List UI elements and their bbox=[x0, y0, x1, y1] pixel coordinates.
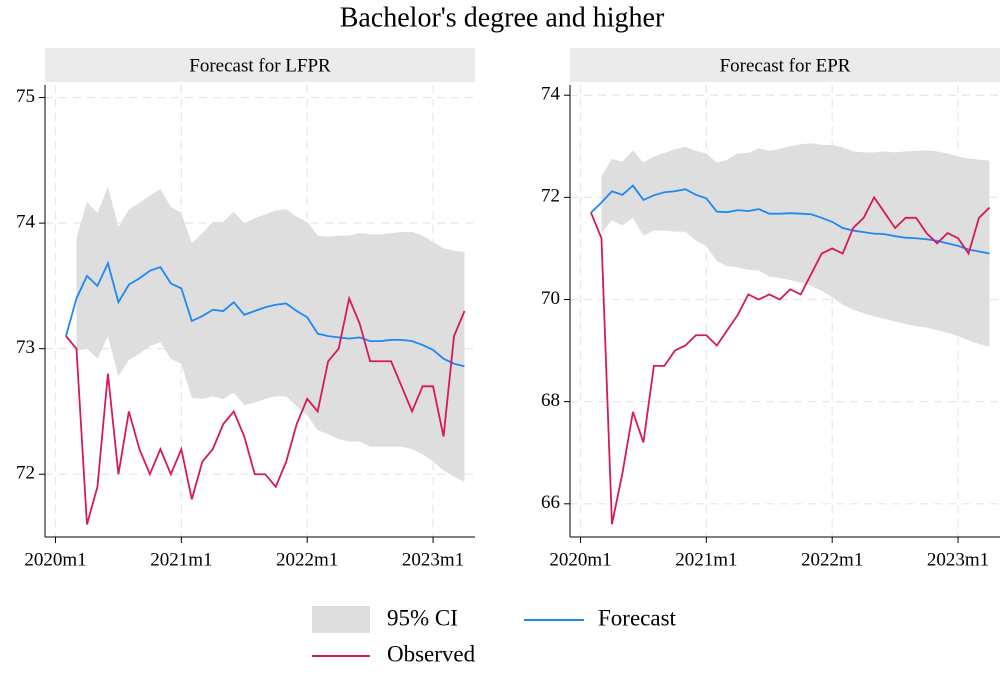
legend-label: Observed bbox=[387, 641, 476, 666]
x-tick-label: 2020m1 bbox=[549, 549, 611, 570]
legend-swatch bbox=[312, 606, 370, 633]
y-tick-label: 68 bbox=[541, 390, 560, 411]
panel-strip bbox=[570, 48, 1000, 82]
series-line bbox=[590, 195, 991, 525]
y-tick-label: 66 bbox=[541, 492, 560, 513]
x-tick-label: 2022m1 bbox=[276, 549, 338, 570]
series-line bbox=[590, 184, 990, 255]
panel-strip bbox=[45, 48, 475, 82]
x-tick-label: 2021m1 bbox=[675, 549, 737, 570]
y-tick-label: 72 bbox=[16, 463, 35, 484]
x-tick-label: 2023m1 bbox=[402, 549, 464, 570]
y-tick-label: 72 bbox=[541, 186, 560, 207]
x-tick-label: 2021m1 bbox=[150, 549, 212, 570]
ci-band bbox=[601, 143, 990, 347]
series-line bbox=[65, 295, 466, 525]
x-tick-label: 2020m1 bbox=[24, 549, 86, 570]
panel-title: Forecast for EPR bbox=[720, 55, 851, 76]
series-line bbox=[65, 260, 465, 368]
legend-label: 95% CI bbox=[387, 605, 458, 630]
y-tick-label: 73 bbox=[16, 337, 35, 358]
ci-band bbox=[76, 186, 465, 482]
y-tick-label: 74 bbox=[16, 211, 36, 232]
x-tick-label: 2022m1 bbox=[801, 549, 863, 570]
legend-label: Forecast bbox=[598, 605, 677, 630]
x-tick-label: 2023m1 bbox=[927, 549, 989, 570]
y-tick-label: 74 bbox=[541, 84, 561, 105]
chart-title: Bachelor's degree and higher bbox=[340, 2, 665, 33]
panel-title: Forecast for LFPR bbox=[189, 55, 331, 76]
y-tick-label: 70 bbox=[541, 288, 560, 309]
y-tick-label: 75 bbox=[16, 86, 35, 107]
